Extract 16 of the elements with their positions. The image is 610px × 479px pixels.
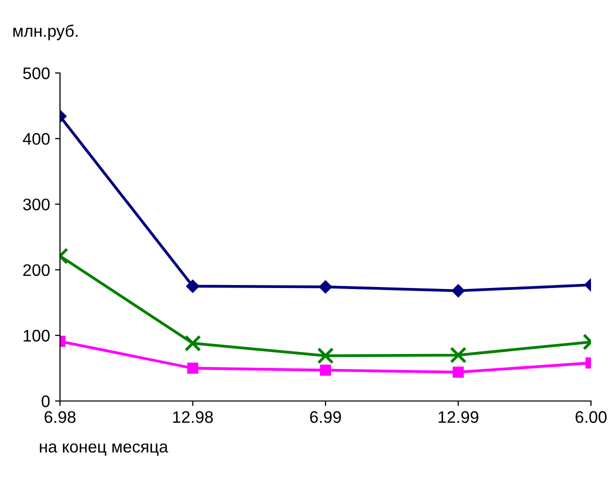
y-tick-label: 200 [23, 264, 50, 276]
x-tick-label: 12.99 [438, 411, 478, 423]
x-tick-label: 6.00 [576, 411, 607, 423]
x-tick-label: 6.98 [44, 411, 76, 423]
point [317, 347, 334, 364]
y-tick-label: 500 [23, 67, 50, 80]
y-axis-title: млн.руб. [13, 24, 78, 40]
x-tick-label: 12.98 [173, 411, 213, 423]
point [318, 280, 332, 294]
y-tick-label: 0 [42, 395, 50, 408]
point [320, 364, 332, 376]
x-tick-label: 6.99 [310, 411, 341, 423]
y-tick-label: 300 [23, 198, 50, 210]
y-tick-label: 100 [24, 330, 50, 342]
y-tick-label: 400 [22, 133, 50, 145]
x-axis-title: на конец месяца [40, 443, 168, 456]
